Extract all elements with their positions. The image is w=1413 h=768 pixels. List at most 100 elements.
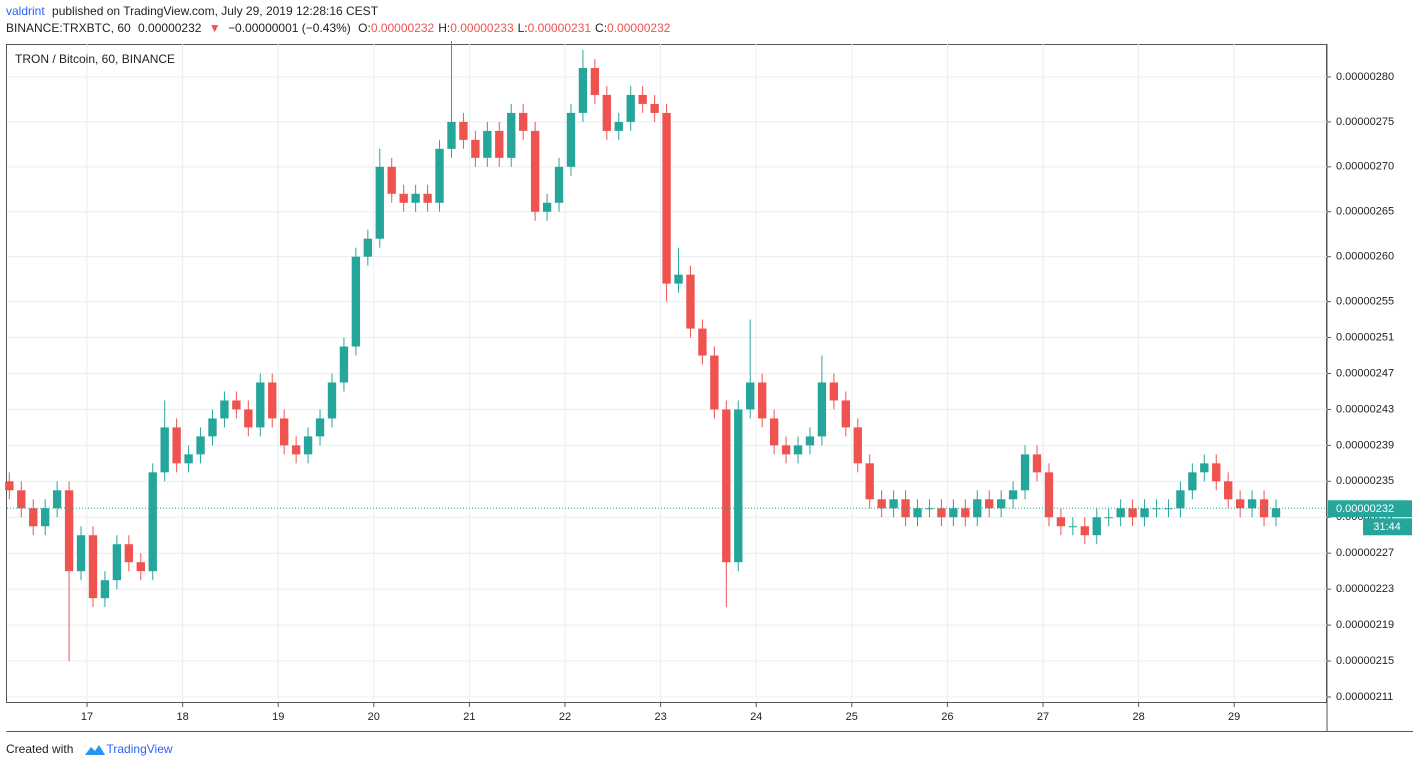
- candle-body: [459, 121, 468, 140]
- candle-body: [387, 166, 396, 194]
- candle-body: [817, 382, 827, 437]
- candle-body: [530, 130, 540, 212]
- candle-body: [853, 427, 862, 464]
- candle-body: [100, 580, 110, 599]
- candle-body: [208, 418, 217, 437]
- candle-body: [471, 139, 480, 158]
- candle-body: [351, 256, 361, 347]
- y-tick-label: 0.00000255: [1336, 296, 1394, 308]
- candle-body: [1008, 490, 1018, 500]
- ohlc-key: L:: [518, 21, 528, 35]
- candle-body: [148, 472, 157, 572]
- candle-body: [614, 121, 623, 131]
- brand-logo: [85, 745, 105, 755]
- x-tick-label: 19: [272, 711, 284, 723]
- candle-body: [124, 544, 134, 563]
- candle-body: [626, 94, 635, 122]
- footer-brand[interactable]: TradingView: [107, 742, 173, 756]
- candle-body: [757, 382, 767, 419]
- candle-body: [507, 112, 516, 158]
- candle-body: [64, 490, 74, 572]
- candle-body: [29, 508, 38, 527]
- candle-body: [220, 400, 229, 419]
- published: published on TradingView.com, July 29, 2…: [52, 4, 379, 18]
- candle-body: [196, 436, 205, 455]
- candle-body: [303, 436, 313, 455]
- last-price-box: [1328, 500, 1412, 518]
- candle-body: [1200, 463, 1209, 473]
- candle-body: [650, 103, 659, 113]
- candle-body: [76, 535, 86, 572]
- y-tick-label: 0.00000239: [1336, 439, 1394, 451]
- candle-body: [805, 436, 815, 446]
- countdown: 31:44: [1373, 521, 1401, 533]
- x-tick-label: 17: [81, 711, 93, 723]
- candle-body: [244, 409, 253, 428]
- candle-body: [327, 382, 337, 419]
- candle-body: [913, 508, 922, 518]
- ohlc-value: 0.00000232: [371, 21, 435, 35]
- candle-body: [17, 490, 26, 509]
- candle-body: [232, 400, 241, 410]
- candle-body: [1044, 472, 1054, 518]
- candle-body: [1188, 472, 1197, 491]
- candle-body: [961, 508, 970, 518]
- candle-body: [256, 382, 265, 428]
- x-tick-label: 25: [846, 711, 858, 723]
- last: 0.00000232: [138, 21, 202, 35]
- y-tick-label: 0.00000275: [1336, 116, 1394, 128]
- candle-body: [280, 418, 289, 446]
- symbol: BINANCE:TRXBTC, 60: [6, 21, 131, 35]
- candle-body: [781, 445, 791, 455]
- candle-body: [1212, 463, 1221, 482]
- candle-body: [423, 193, 432, 203]
- candle-body: [1235, 499, 1245, 509]
- symbol-line: BINANCE:TRXBTC, 60 0.00000232 ▼ −0.00000…: [6, 21, 671, 35]
- x-tick-label: 27: [1037, 711, 1049, 723]
- x-tick-label: 26: [941, 711, 953, 723]
- ohlc-value: 0.00000231: [528, 21, 592, 35]
- candle-body: [136, 562, 145, 572]
- candle-body: [865, 463, 874, 500]
- y-tick-label: 0.00000247: [1336, 367, 1394, 379]
- x-tick-label: 28: [1132, 711, 1144, 723]
- candle-body: [1032, 454, 1042, 473]
- candle-body: [841, 400, 850, 428]
- y-tick-label: 0.00000235: [1336, 475, 1394, 487]
- candle-body: [1104, 517, 1113, 519]
- candle-body: [734, 409, 743, 563]
- y-tick-label: 0.00000211: [1336, 691, 1393, 703]
- candle-body: [339, 346, 349, 383]
- x-tick-label: 20: [368, 711, 380, 723]
- candle-body: [41, 508, 50, 527]
- candle-body: [1092, 517, 1101, 536]
- candle-body: [542, 202, 552, 212]
- candle-body: [949, 508, 958, 518]
- candle-body: [112, 544, 122, 581]
- candle-body: [399, 193, 408, 203]
- candle-body: [1116, 508, 1125, 518]
- candle-body: [793, 445, 803, 455]
- y-tick-label: 0.00000280: [1336, 71, 1394, 83]
- y-tick-label: 0.00000265: [1336, 206, 1394, 218]
- candle-body: [925, 508, 934, 510]
- y-tick-label: 0.00000260: [1336, 251, 1394, 263]
- y-tick-label: 0.00000227: [1336, 547, 1394, 559]
- candle-body: [315, 418, 325, 437]
- y-tick-label: 0.00000243: [1336, 403, 1394, 415]
- author[interactable]: valdrint: [6, 4, 45, 18]
- candle-body: [674, 274, 683, 284]
- candle-body: [1068, 526, 1078, 528]
- candle-body: [88, 535, 98, 599]
- candle-body: [375, 166, 384, 239]
- ohlc-value: 0.00000232: [607, 21, 671, 35]
- candle-body: [996, 499, 1006, 509]
- candle-body: [829, 382, 839, 401]
- candle-body: [722, 409, 731, 563]
- y-tick-label: 0.00000219: [1336, 619, 1394, 631]
- ohlc-value: 0.00000233: [450, 21, 514, 35]
- candle-body: [291, 445, 301, 455]
- y-tick-label: 0.00000223: [1336, 583, 1394, 595]
